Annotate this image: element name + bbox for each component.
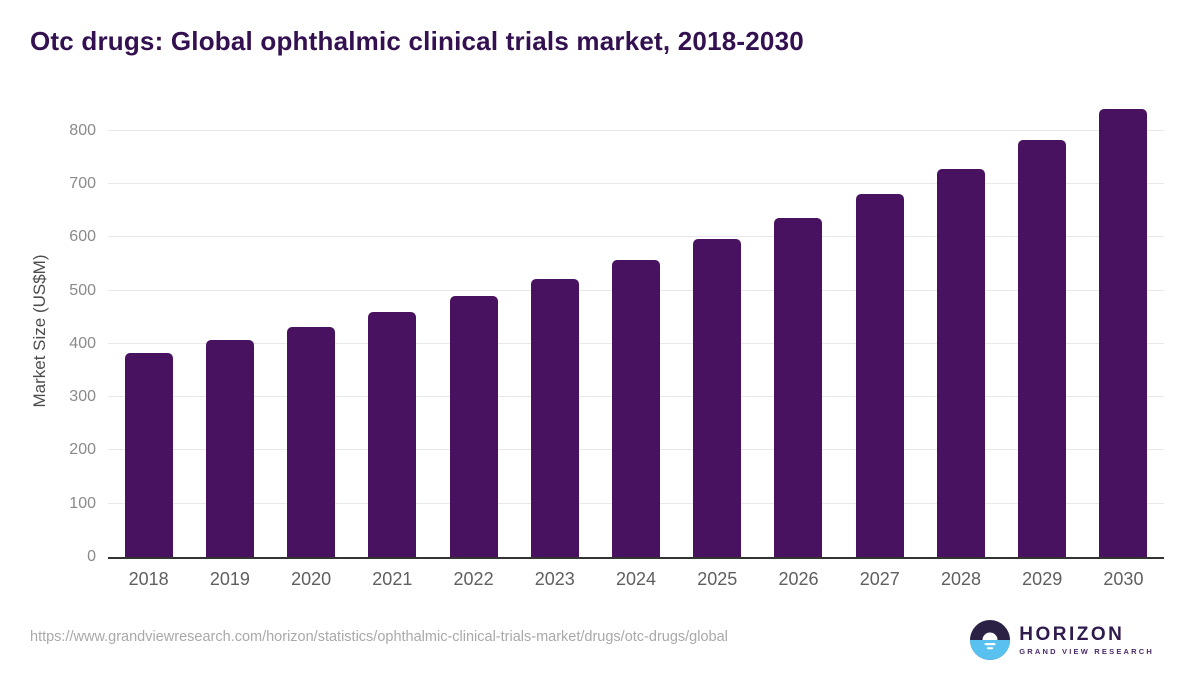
y-tick-label-100: 100	[69, 494, 96, 512]
x-tick-label-2020: 2020	[291, 569, 332, 589]
y-tick-label-0: 0	[87, 548, 96, 565]
y-tick-label-700: 700	[69, 175, 96, 192]
bar-2022	[449, 295, 498, 557]
bar-2018	[124, 352, 173, 557]
bar-slot-2020	[270, 105, 351, 557]
y-axis-title: Market Size (US$M)	[30, 254, 49, 408]
gridline-800	[108, 129, 1164, 131]
bar-2025	[693, 239, 742, 557]
logo-name: HORIZON	[1019, 623, 1125, 645]
bar-2029	[1018, 140, 1067, 557]
bar-slot-2027	[839, 105, 920, 557]
y-tick-label-200: 200	[69, 441, 96, 459]
x-tick-label-2018: 2018	[128, 569, 169, 589]
bars-container	[108, 105, 1164, 557]
x-tick-label-2024: 2024	[616, 569, 657, 589]
bar-2026	[774, 217, 823, 557]
bar-2021	[368, 311, 417, 557]
x-tick-label-2027: 2027	[859, 569, 900, 589]
x-axis: 2018 2019 2020 2021 2022 2023 2024 2025 2026 2027…	[108, 569, 1164, 590]
source-url: https://www.grandviewresearch.com/horizo…	[30, 629, 728, 645]
bar-slot-2023	[514, 105, 595, 557]
bar-slot-2030	[1083, 105, 1164, 557]
bar-slot-2018	[108, 105, 189, 557]
bar-slot-2025	[677, 105, 758, 557]
x-tick-label-2022: 2022	[453, 569, 494, 589]
y-tick-label-300: 300	[69, 388, 96, 406]
x-tick-label-2019: 2019	[209, 569, 250, 589]
horizon-logo: HORIZON GRAND VIEW RESEARCH	[970, 620, 1154, 660]
bar-slot-2021	[352, 105, 433, 557]
bar-slot-2029	[1002, 105, 1083, 557]
bar-chart: Market Size (US$M) 2018 2019 2020 2021 2022 2…	[30, 105, 1164, 589]
x-tick-label-2026: 2026	[778, 569, 819, 589]
gridline-600	[108, 236, 1164, 238]
horizon-sunrise-icon	[970, 620, 1011, 660]
bar-2023	[530, 278, 579, 557]
y-tick-label-400: 400	[69, 334, 96, 352]
logo-text-block: HORIZON GRAND VIEW RESEARCH	[1019, 623, 1154, 656]
bar-slot-2022	[433, 105, 514, 557]
x-tick-label-2028: 2028	[940, 569, 981, 589]
gridline-700	[108, 183, 1164, 184]
x-tick-label-2023: 2023	[534, 569, 575, 589]
bar-2027	[855, 194, 904, 557]
y-tick-label-500: 500	[69, 281, 96, 299]
logo-subtitle: GRAND VIEW RESEARCH	[1019, 646, 1154, 656]
bar-2024	[612, 259, 661, 557]
bar-slot-2026	[758, 105, 839, 557]
x-tick-label-2021: 2021	[372, 569, 413, 589]
y-tick-label-800: 800	[69, 121, 96, 139]
bar-slot-2024	[595, 105, 676, 557]
x-tick-label-2025: 2025	[697, 569, 738, 589]
bar-2019	[205, 340, 254, 557]
bar-2028	[936, 168, 985, 557]
bar-2020	[287, 326, 336, 557]
x-tick-label-2030: 2030	[1103, 569, 1144, 589]
bar-slot-2019	[189, 105, 270, 557]
x-tick-label-2029: 2029	[1022, 569, 1063, 589]
page-title: Otc drugs: Global ophthalmic clinical tr…	[30, 26, 804, 56]
bar-slot-2028	[920, 105, 1001, 557]
y-tick-label-600: 600	[69, 228, 96, 246]
bar-2030	[1099, 109, 1148, 557]
